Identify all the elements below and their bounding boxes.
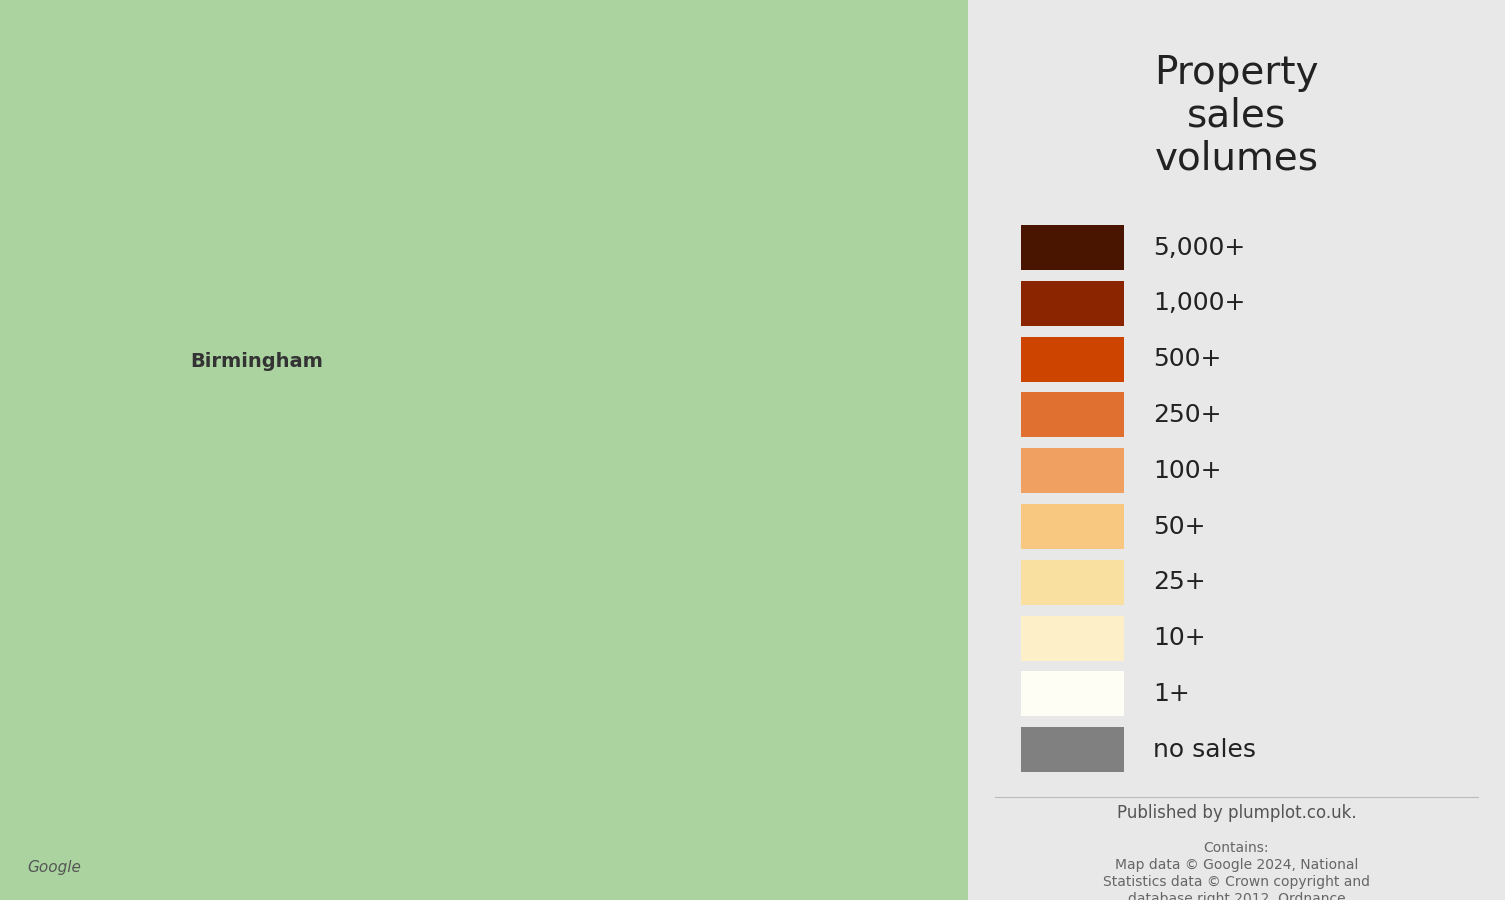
Bar (1022, 337, 1124, 382)
Bar (1022, 727, 1124, 772)
Text: no sales: no sales (1153, 738, 1257, 761)
Text: 500+: 500+ (1153, 347, 1222, 371)
Bar (1022, 560, 1124, 605)
Text: 250+: 250+ (1153, 403, 1222, 427)
Text: 100+: 100+ (1153, 459, 1222, 482)
Bar (1022, 281, 1124, 326)
Bar (1022, 225, 1124, 270)
Bar (1022, 448, 1124, 493)
Text: 10+: 10+ (1153, 626, 1206, 650)
Text: Contains:
Map data © Google 2024, National
Statistics data © Crown copyright and: Contains: Map data © Google 2024, Nation… (1103, 842, 1370, 900)
Bar (1022, 504, 1124, 549)
Text: 1,000+: 1,000+ (1153, 292, 1246, 315)
Bar (1022, 616, 1124, 661)
Text: Published by plumplot.co.uk.: Published by plumplot.co.uk. (1117, 804, 1356, 822)
Text: 1+: 1+ (1153, 682, 1190, 706)
Text: Birmingham: Birmingham (190, 352, 324, 372)
Bar (1022, 392, 1124, 437)
Text: 5,000+: 5,000+ (1153, 236, 1245, 259)
Bar (1022, 671, 1124, 716)
Text: Google: Google (27, 860, 81, 875)
Text: 25+: 25+ (1153, 571, 1206, 594)
Text: 50+: 50+ (1153, 515, 1206, 538)
Text: Property
sales
volumes: Property sales volumes (1154, 54, 1318, 177)
